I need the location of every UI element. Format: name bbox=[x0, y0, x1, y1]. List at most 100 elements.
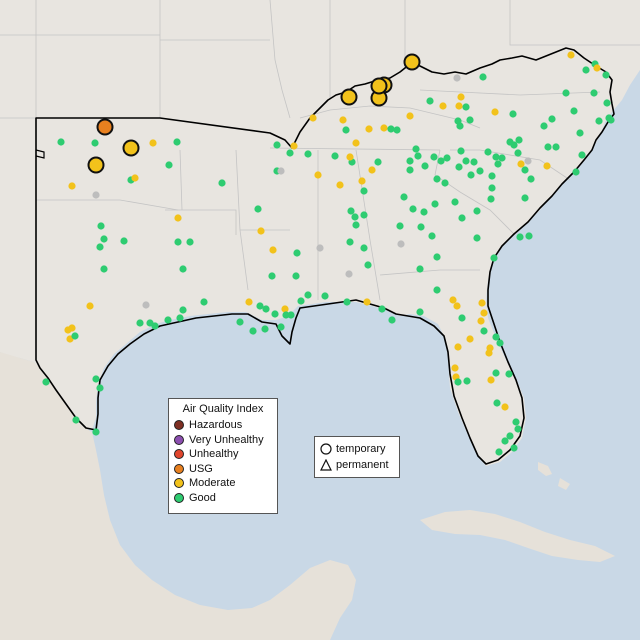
monitor-marker-large[interactable] bbox=[340, 88, 358, 106]
monitor-marker[interactable] bbox=[42, 378, 50, 386]
monitor-marker[interactable] bbox=[86, 302, 94, 310]
monitor-marker[interactable] bbox=[487, 376, 495, 384]
monitor-marker[interactable] bbox=[174, 214, 182, 222]
monitor-marker[interactable] bbox=[454, 343, 462, 351]
monitor-marker[interactable] bbox=[316, 244, 324, 252]
monitor-marker[interactable] bbox=[345, 270, 353, 278]
monitor-marker[interactable] bbox=[478, 299, 486, 307]
monitor-marker[interactable] bbox=[540, 122, 548, 130]
monitor-marker[interactable] bbox=[406, 112, 414, 120]
monitor-marker[interactable] bbox=[351, 213, 359, 221]
monitor-marker[interactable] bbox=[433, 286, 441, 294]
monitor-marker[interactable] bbox=[96, 243, 104, 251]
monitor-marker[interactable] bbox=[487, 195, 495, 203]
monitor-marker[interactable] bbox=[479, 73, 487, 81]
monitor-marker[interactable] bbox=[457, 93, 465, 101]
monitor-marker[interactable] bbox=[463, 377, 471, 385]
monitor-marker[interactable] bbox=[595, 117, 603, 125]
monitor-marker[interactable] bbox=[493, 399, 501, 407]
monitor-marker[interactable] bbox=[602, 71, 610, 79]
monitor-marker[interactable] bbox=[527, 175, 535, 183]
monitor-marker[interactable] bbox=[281, 305, 289, 313]
monitor-marker[interactable] bbox=[365, 125, 373, 133]
monitor-marker[interactable] bbox=[466, 116, 474, 124]
monitor-marker[interactable] bbox=[269, 246, 277, 254]
monitor-marker[interactable] bbox=[304, 150, 312, 158]
monitor-marker[interactable] bbox=[431, 200, 439, 208]
monitor-marker[interactable] bbox=[174, 238, 182, 246]
monitor-marker[interactable] bbox=[151, 322, 159, 330]
monitor-marker[interactable] bbox=[409, 205, 417, 213]
monitor-marker[interactable] bbox=[451, 198, 459, 206]
monitor-marker-large[interactable] bbox=[87, 156, 105, 174]
monitor-marker[interactable] bbox=[593, 64, 601, 72]
monitor-marker[interactable] bbox=[176, 314, 184, 322]
monitor-marker[interactable] bbox=[496, 339, 504, 347]
monitor-marker[interactable] bbox=[286, 149, 294, 157]
monitor-marker[interactable] bbox=[406, 157, 414, 165]
monitor-marker[interactable] bbox=[488, 172, 496, 180]
monitor-marker-large[interactable] bbox=[122, 139, 140, 157]
monitor-marker[interactable] bbox=[506, 432, 514, 440]
monitor-marker[interactable] bbox=[516, 233, 524, 241]
monitor-marker[interactable] bbox=[486, 344, 494, 352]
monitor-marker-large[interactable] bbox=[370, 77, 388, 95]
monitor-marker[interactable] bbox=[477, 317, 485, 325]
monitor-marker[interactable] bbox=[71, 332, 79, 340]
monitor-marker[interactable] bbox=[495, 448, 503, 456]
monitor-marker[interactable] bbox=[131, 174, 139, 182]
monitor-marker[interactable] bbox=[420, 208, 428, 216]
monitor-marker[interactable] bbox=[360, 187, 368, 195]
monitor-marker[interactable] bbox=[443, 154, 451, 162]
monitor-marker[interactable] bbox=[524, 157, 532, 165]
monitor-marker[interactable] bbox=[406, 166, 414, 174]
monitor-marker[interactable] bbox=[544, 143, 552, 151]
monitor-marker[interactable] bbox=[277, 323, 285, 331]
monitor-marker[interactable] bbox=[164, 316, 172, 324]
monitor-marker[interactable] bbox=[525, 232, 533, 240]
monitor-marker[interactable] bbox=[57, 138, 65, 146]
monitor-marker[interactable] bbox=[578, 151, 586, 159]
monitor-marker[interactable] bbox=[290, 142, 298, 150]
monitor-marker[interactable] bbox=[245, 298, 253, 306]
monitor-marker[interactable] bbox=[368, 166, 376, 174]
monitor-marker[interactable] bbox=[603, 99, 611, 107]
monitor-marker[interactable] bbox=[490, 254, 498, 262]
monitor-marker[interactable] bbox=[426, 97, 434, 105]
monitor-marker[interactable] bbox=[179, 306, 187, 314]
monitor-marker[interactable] bbox=[453, 74, 461, 82]
monitor-marker[interactable] bbox=[358, 177, 366, 185]
monitor-marker[interactable] bbox=[374, 158, 382, 166]
monitor-marker[interactable] bbox=[480, 327, 488, 335]
monitor-marker[interactable] bbox=[456, 122, 464, 130]
monitor-markers[interactable] bbox=[42, 51, 615, 456]
monitor-marker[interactable] bbox=[380, 124, 388, 132]
monitor-marker[interactable] bbox=[552, 143, 560, 151]
monitor-marker[interactable] bbox=[430, 153, 438, 161]
monitor-marker[interactable] bbox=[393, 126, 401, 134]
monitor-marker[interactable] bbox=[510, 141, 518, 149]
monitor-marker[interactable] bbox=[412, 145, 420, 153]
monitor-marker[interactable] bbox=[400, 193, 408, 201]
monitor-marker[interactable] bbox=[314, 171, 322, 179]
monitor-marker[interactable] bbox=[514, 425, 522, 433]
monitor-marker[interactable] bbox=[417, 223, 425, 231]
monitor-marker[interactable] bbox=[492, 153, 500, 161]
monitor-marker[interactable] bbox=[309, 114, 317, 122]
monitor-marker[interactable] bbox=[441, 179, 449, 187]
monitor-marker[interactable] bbox=[548, 115, 556, 123]
monitor-marker[interactable] bbox=[297, 297, 305, 305]
monitor-marker[interactable] bbox=[346, 238, 354, 246]
monitor-marker[interactable] bbox=[273, 141, 281, 149]
monitor-marker[interactable] bbox=[462, 103, 470, 111]
monitor-marker[interactable] bbox=[254, 205, 262, 213]
monitor-marker[interactable] bbox=[449, 296, 457, 304]
monitor-marker[interactable] bbox=[261, 325, 269, 333]
monitor-marker[interactable] bbox=[249, 327, 257, 335]
monitor-marker[interactable] bbox=[501, 437, 509, 445]
monitor-marker[interactable] bbox=[282, 311, 290, 319]
monitor-marker[interactable] bbox=[517, 160, 525, 168]
monitor-marker[interactable] bbox=[378, 305, 386, 313]
monitor-marker[interactable] bbox=[582, 66, 590, 74]
monitor-marker[interactable] bbox=[467, 171, 475, 179]
